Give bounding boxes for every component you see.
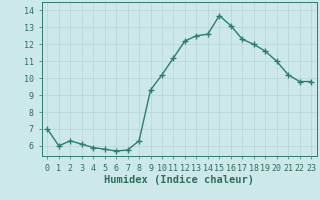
X-axis label: Humidex (Indice chaleur): Humidex (Indice chaleur) <box>104 175 254 185</box>
